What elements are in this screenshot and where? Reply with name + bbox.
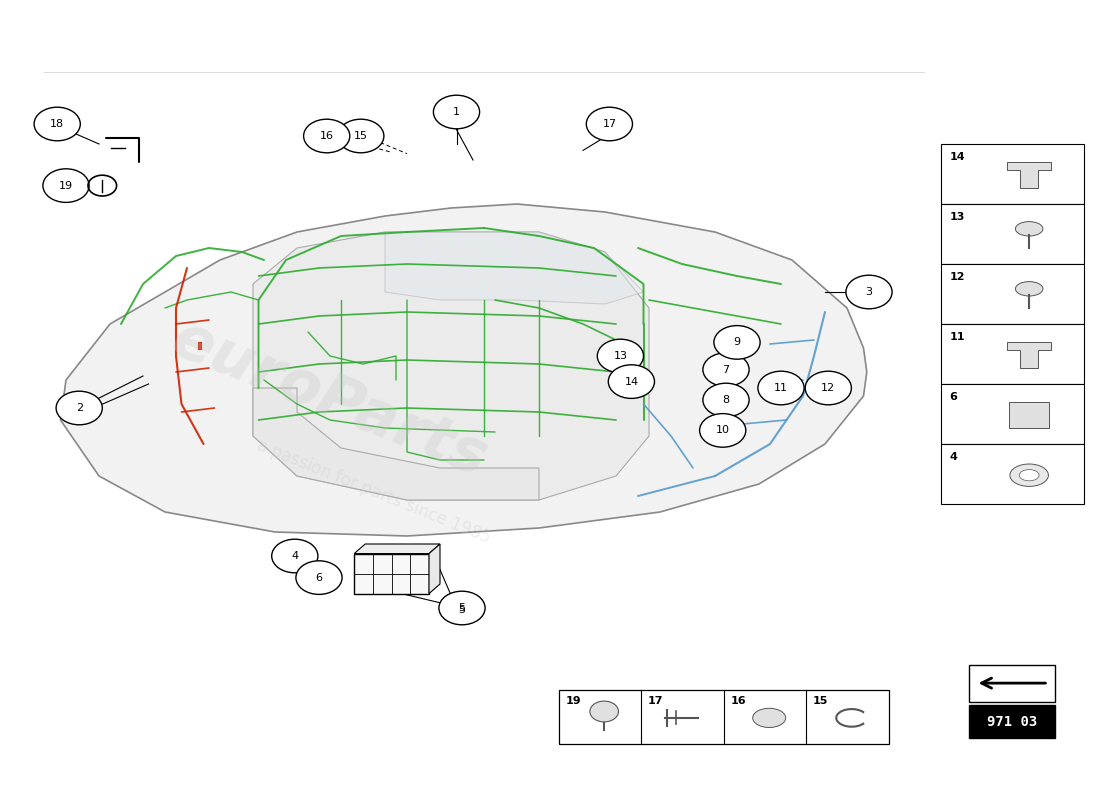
Circle shape [608,365,654,398]
Text: 13: 13 [949,212,965,222]
Text: 15: 15 [354,131,367,141]
Polygon shape [1008,342,1052,368]
Circle shape [805,371,851,405]
Ellipse shape [1020,470,1040,481]
Text: 16: 16 [320,131,333,141]
Bar [940,444,1084,504]
Text: 12: 12 [949,272,965,282]
Circle shape [714,326,760,359]
Polygon shape [354,544,440,554]
Text: 11: 11 [949,332,965,342]
Ellipse shape [1010,464,1048,486]
Text: 4: 4 [292,551,298,561]
Text: 17: 17 [603,119,616,129]
Circle shape [586,107,632,141]
Bar [940,384,1084,444]
Circle shape [56,391,102,425]
Ellipse shape [1015,282,1043,296]
Text: euroParts: euroParts [164,310,496,490]
Text: 2: 2 [76,403,82,413]
Text: 3: 3 [866,287,872,297]
Circle shape [590,701,618,722]
Text: 10: 10 [716,426,729,435]
Ellipse shape [1015,222,1043,236]
Text: 8: 8 [723,395,729,405]
Text: 19: 19 [59,181,73,190]
Bar [940,324,1084,384]
Text: 14: 14 [625,377,638,386]
Circle shape [338,119,384,153]
Circle shape [439,591,485,625]
Bar [940,264,1084,324]
Bar [969,705,1055,738]
Polygon shape [60,204,867,536]
Text: 4: 4 [949,452,957,462]
Bar [940,204,1084,264]
Text: 9: 9 [734,338,740,347]
Circle shape [433,95,480,129]
Circle shape [34,107,80,141]
Text: 12: 12 [822,383,835,393]
Text: 1: 1 [453,107,460,117]
Bar [1010,402,1049,428]
Ellipse shape [752,708,785,727]
Circle shape [43,169,89,202]
Circle shape [846,275,892,309]
Polygon shape [253,232,649,500]
Text: 13: 13 [614,351,627,361]
Text: 5: 5 [459,605,465,614]
Circle shape [272,539,318,573]
Text: 15: 15 [813,696,828,706]
Circle shape [597,339,644,373]
Text: 18: 18 [51,119,64,129]
Text: 19: 19 [565,696,581,706]
Text: 6: 6 [316,573,322,582]
Circle shape [703,383,749,417]
Circle shape [296,561,342,594]
Polygon shape [253,388,539,500]
Bar [940,144,1084,204]
Text: 16: 16 [730,696,746,706]
Circle shape [700,414,746,447]
FancyBboxPatch shape [969,665,1055,702]
Circle shape [758,371,804,405]
Text: 11: 11 [774,383,788,393]
Text: 7: 7 [723,365,729,374]
Polygon shape [429,544,440,594]
Polygon shape [1008,162,1052,188]
Text: a passion for parts since 1985: a passion for parts since 1985 [254,437,494,547]
Text: 17: 17 [648,696,663,706]
Text: 6: 6 [949,392,957,402]
Circle shape [703,353,749,386]
Bar [559,690,889,744]
Text: 5: 5 [459,603,465,613]
FancyBboxPatch shape [354,554,429,594]
Text: 971 03: 971 03 [987,714,1037,729]
Text: 14: 14 [949,152,965,162]
Circle shape [304,119,350,153]
Polygon shape [385,232,644,304]
